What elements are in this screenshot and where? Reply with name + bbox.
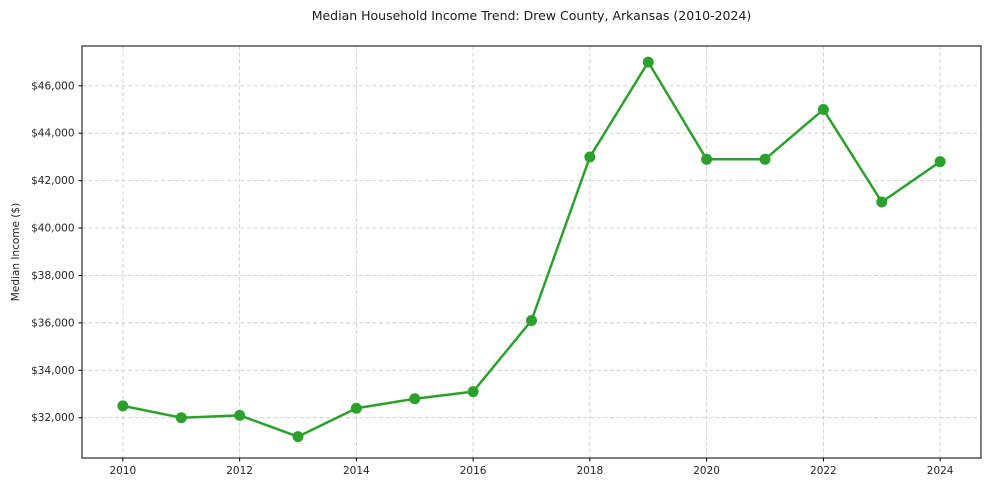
x-tick-label: 2018 bbox=[577, 465, 604, 477]
x-tick-label: 2020 bbox=[693, 465, 720, 477]
data-point-marker bbox=[934, 156, 946, 168]
data-point-marker bbox=[292, 431, 304, 443]
chart-title: Median Household Income Trend: Drew Coun… bbox=[311, 8, 752, 23]
data-point-marker bbox=[817, 104, 829, 116]
data-point-marker bbox=[876, 196, 888, 208]
x-tick-label: 2014 bbox=[343, 465, 370, 477]
data-point-marker bbox=[642, 56, 654, 68]
y-tick-label: $40,000 bbox=[31, 223, 74, 235]
plot-border bbox=[81, 45, 982, 459]
y-tick-label: $42,000 bbox=[31, 175, 74, 187]
income-line-series bbox=[121, 60, 942, 438]
y-tick-label: $38,000 bbox=[31, 270, 74, 282]
x-tick-label: 2024 bbox=[927, 465, 954, 477]
data-point-marker bbox=[526, 315, 537, 327]
data-point-marker bbox=[117, 400, 129, 412]
x-tick-label: 2012 bbox=[226, 465, 253, 477]
data-point-marker bbox=[409, 393, 421, 405]
y-tick-label: $34,000 bbox=[31, 365, 74, 377]
y-tick-label: $32,000 bbox=[31, 412, 74, 424]
x-tick-label: 2010 bbox=[109, 465, 136, 477]
y-tick-label: $44,000 bbox=[31, 128, 74, 140]
x-tick-label: 2022 bbox=[810, 465, 837, 477]
data-point-marker bbox=[584, 151, 596, 163]
data-point-marker bbox=[175, 412, 187, 424]
data-point-marker bbox=[234, 409, 246, 421]
data-point-marker bbox=[701, 153, 713, 165]
x-tick-label: 2016 bbox=[460, 465, 487, 477]
y-tick-label: $46,000 bbox=[31, 80, 74, 92]
data-point-marker bbox=[759, 153, 771, 165]
data-point-marker bbox=[350, 402, 362, 414]
data-point-marker bbox=[467, 386, 479, 398]
y-tick-label: $36,000 bbox=[31, 317, 74, 329]
